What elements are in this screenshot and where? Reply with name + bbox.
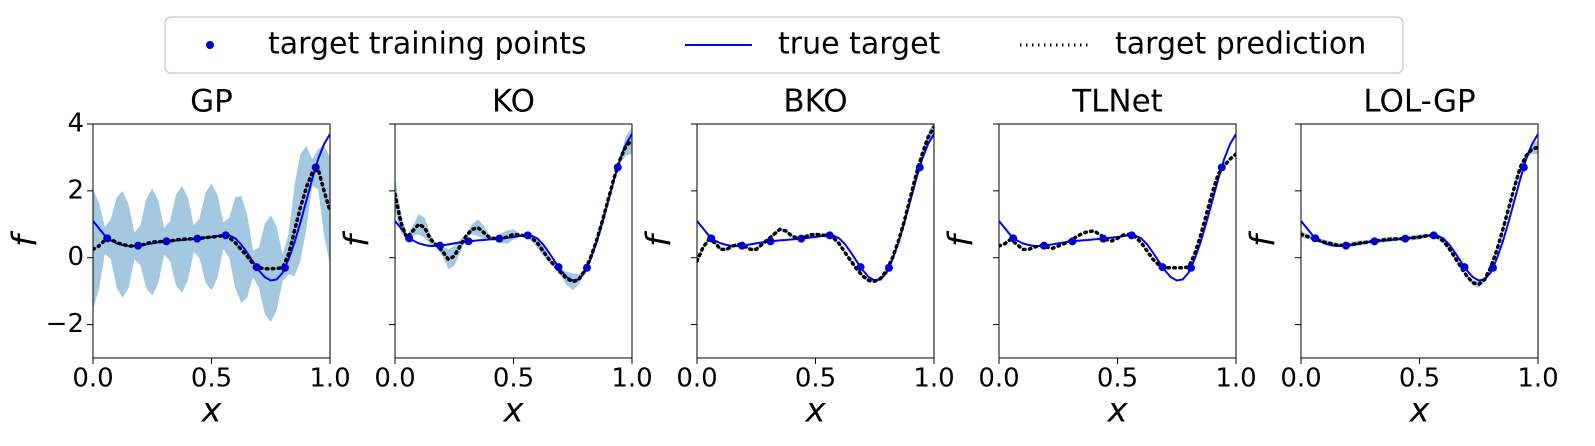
training-point: [1217, 163, 1226, 172]
training-point: [311, 163, 320, 172]
training-point: [613, 163, 622, 172]
x-tick-label: 0.0: [676, 364, 717, 394]
prediction-line: [999, 152, 1236, 270]
x-tick-label: 0.0: [72, 364, 113, 394]
true-line: [395, 133, 632, 282]
plot-area: [93, 133, 330, 323]
x-tick-label: 0.0: [374, 364, 415, 394]
training-point: [464, 237, 473, 246]
training-point: [1311, 234, 1320, 243]
y-tick-label: 4: [67, 109, 84, 139]
training-point: [1342, 241, 1351, 250]
training-point: [1460, 263, 1469, 272]
x-tick-label: 0.5: [191, 364, 232, 394]
x-tick-label: 0.5: [795, 364, 836, 394]
training-point: [1068, 237, 1077, 246]
x-tick-label: 0.5: [493, 364, 534, 394]
training-point: [193, 234, 202, 243]
subplot-title: TLNet: [1071, 84, 1163, 120]
uncertainty-band: [395, 127, 632, 291]
true-line: [697, 133, 934, 282]
subplot-title: BKO: [783, 84, 847, 120]
training-point: [103, 234, 112, 243]
training-point: [1099, 234, 1108, 243]
prediction-line: [93, 166, 330, 271]
true-line: [1301, 133, 1538, 282]
x-tick-label: 0.0: [1280, 364, 1321, 394]
legend-label: true target: [778, 27, 941, 62]
training-point: [134, 241, 143, 250]
training-point: [1158, 263, 1167, 272]
training-point: [436, 241, 445, 250]
x-tick-label: 0.5: [1097, 364, 1138, 394]
legend-marker: [206, 41, 214, 49]
training-point: [825, 231, 834, 240]
training-point: [405, 234, 414, 243]
training-point: [554, 263, 563, 272]
x-tick-label: 1.0: [1215, 364, 1256, 394]
training-point: [1186, 263, 1195, 272]
true-line: [999, 133, 1236, 282]
training-point: [162, 237, 171, 246]
x-tick-label: 1.0: [611, 364, 652, 394]
training-point: [221, 231, 230, 240]
legend-label: target prediction: [1115, 27, 1366, 62]
training-point: [856, 263, 865, 272]
prediction-line: [697, 125, 934, 283]
y-axis-label: f: [6, 230, 46, 247]
uncertainty-band: [93, 145, 330, 323]
x-tick-label: 0.5: [1399, 364, 1440, 394]
plot-area: [1301, 133, 1538, 288]
y-tick-label: −2: [46, 309, 84, 339]
training-point: [738, 241, 747, 250]
training-point: [523, 231, 532, 240]
training-point: [1127, 231, 1136, 240]
uncertainty-band: [697, 124, 934, 283]
training-point: [495, 234, 504, 243]
x-axis-label: x: [1408, 391, 1430, 431]
training-point: [280, 263, 289, 272]
training-point: [766, 237, 775, 246]
training-point: [797, 234, 806, 243]
training-point: [1040, 241, 1049, 250]
x-axis-label: x: [804, 391, 826, 431]
prediction-line: [1301, 145, 1538, 287]
training-point: [1519, 163, 1528, 172]
training-point: [707, 234, 716, 243]
x-axis-label: x: [502, 391, 524, 431]
y-axis-label: f: [942, 230, 982, 247]
training-point: [1488, 263, 1497, 272]
y-axis-label: f: [338, 230, 378, 247]
plot-area: [395, 127, 632, 291]
legend-box: [164, 16, 1404, 74]
training-point: [582, 263, 591, 272]
training-point: [252, 263, 261, 272]
subplot-title: GP: [190, 84, 233, 120]
x-tick-label: 1.0: [309, 364, 350, 394]
x-axis-label: x: [200, 391, 222, 431]
legend-label: target training points: [268, 27, 587, 62]
y-tick-label: 0: [67, 242, 84, 272]
plot-area: [697, 124, 934, 283]
y-tick-label: 2: [67, 175, 84, 205]
plot-area: [999, 133, 1236, 282]
training-point: [884, 263, 893, 272]
y-axis-label: f: [1244, 230, 1284, 247]
training-point: [915, 163, 924, 172]
training-point: [1429, 231, 1438, 240]
x-tick-label: 1.0: [1517, 364, 1558, 394]
prediction-line: [395, 138, 632, 284]
x-tick-label: 0.0: [978, 364, 1019, 394]
x-tick-label: 1.0: [913, 364, 954, 394]
uncertainty-band: [1301, 140, 1538, 288]
training-point: [1370, 237, 1379, 246]
y-axis-label: f: [640, 230, 680, 247]
x-axis-label: x: [1106, 391, 1128, 431]
subplot-title: LOL-GP: [1363, 84, 1475, 120]
training-point: [1009, 234, 1018, 243]
training-point: [1401, 234, 1410, 243]
subplot-title: KO: [492, 84, 535, 120]
